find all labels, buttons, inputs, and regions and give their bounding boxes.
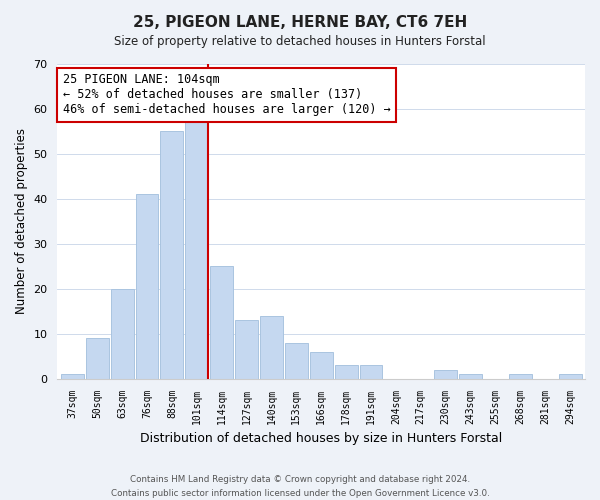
Text: Contains HM Land Registry data © Crown copyright and database right 2024.
Contai: Contains HM Land Registry data © Crown c…	[110, 476, 490, 498]
Text: 25 PIGEON LANE: 104sqm
← 52% of detached houses are smaller (137)
46% of semi-de: 25 PIGEON LANE: 104sqm ← 52% of detached…	[62, 74, 391, 116]
Bar	[335, 365, 358, 378]
Bar	[285, 342, 308, 378]
Bar	[210, 266, 233, 378]
Bar	[185, 118, 208, 378]
Text: Size of property relative to detached houses in Hunters Forstal: Size of property relative to detached ho…	[114, 35, 486, 48]
Bar	[160, 132, 184, 378]
Bar	[260, 316, 283, 378]
Bar	[559, 374, 581, 378]
Bar	[61, 374, 84, 378]
Y-axis label: Number of detached properties: Number of detached properties	[15, 128, 28, 314]
Bar	[509, 374, 532, 378]
Bar	[459, 374, 482, 378]
Bar	[110, 289, 134, 378]
X-axis label: Distribution of detached houses by size in Hunters Forstal: Distribution of detached houses by size …	[140, 432, 502, 445]
Bar	[310, 352, 332, 378]
Text: 25, PIGEON LANE, HERNE BAY, CT6 7EH: 25, PIGEON LANE, HERNE BAY, CT6 7EH	[133, 15, 467, 30]
Bar	[136, 194, 158, 378]
Bar	[359, 365, 382, 378]
Bar	[235, 320, 258, 378]
Bar	[86, 338, 109, 378]
Bar	[434, 370, 457, 378]
